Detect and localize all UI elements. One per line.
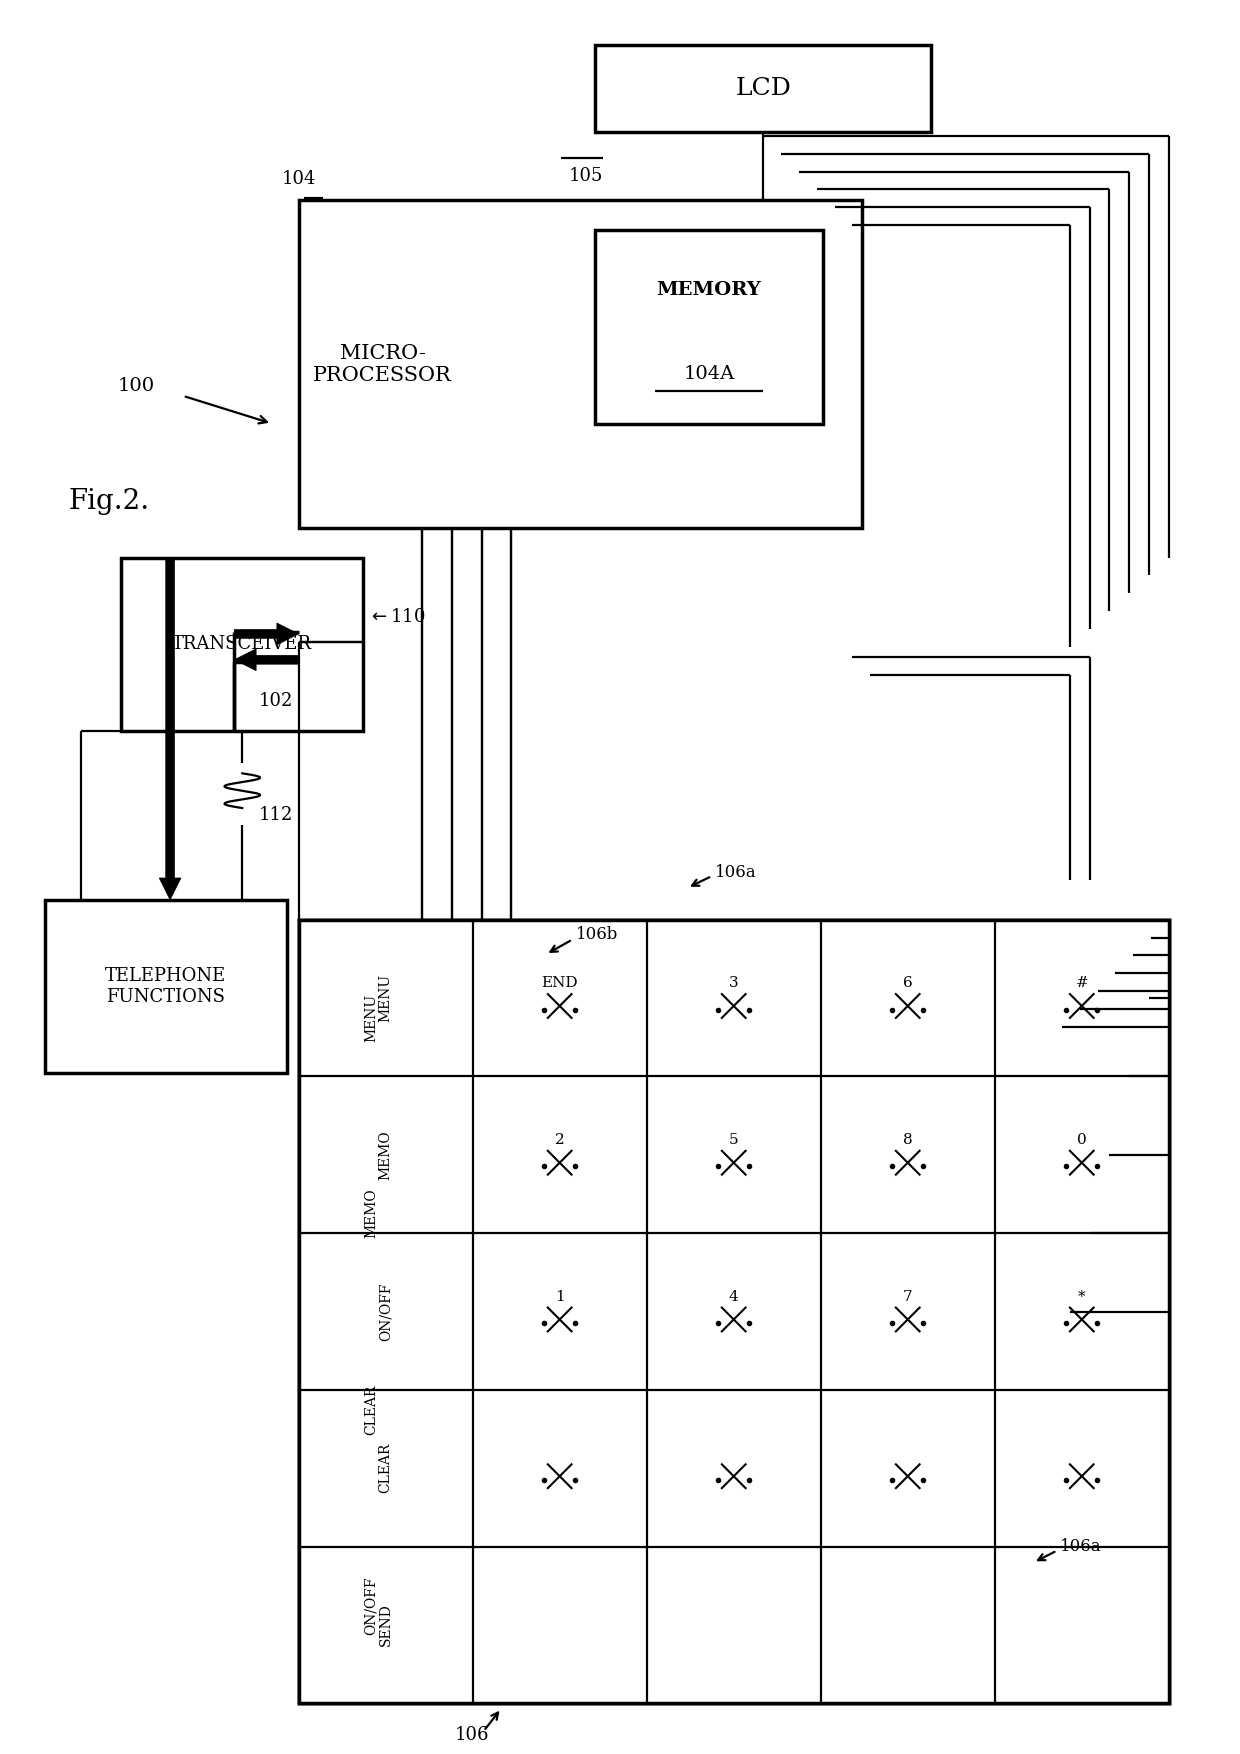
Bar	[120, 558, 363, 731]
Text: 106a: 106a	[715, 863, 756, 881]
Text: MICRO-
PROCESSOR: MICRO- PROCESSOR	[314, 344, 453, 384]
Text: 2: 2	[554, 1133, 564, 1147]
Text: CLEAR: CLEAR	[365, 1384, 378, 1435]
Bar	[299, 200, 862, 528]
Text: 102: 102	[259, 693, 294, 710]
Text: 104A: 104A	[683, 365, 734, 382]
Text: 100: 100	[118, 377, 155, 395]
Text: TELEPHONE
FUNCTIONS: TELEPHONE FUNCTIONS	[105, 966, 226, 1007]
Bar	[299, 919, 1169, 1703]
Text: MENU: MENU	[365, 993, 378, 1042]
Text: *: *	[1078, 1289, 1085, 1303]
Text: 112: 112	[259, 807, 294, 824]
Text: 106a: 106a	[1060, 1538, 1101, 1556]
Text: 6: 6	[903, 977, 913, 991]
Text: 1: 1	[554, 1289, 564, 1303]
Text: 0: 0	[1076, 1133, 1086, 1147]
Polygon shape	[159, 558, 181, 900]
Polygon shape	[234, 649, 299, 670]
Text: TRANSCEIVER: TRANSCEIVER	[172, 635, 311, 652]
Text: $\leftarrow$110: $\leftarrow$110	[368, 609, 425, 626]
Text: MEMO: MEMO	[365, 1189, 378, 1238]
Bar	[595, 230, 822, 424]
Text: 104: 104	[281, 170, 316, 188]
Text: 4: 4	[729, 1289, 739, 1303]
Text: MENU: MENU	[378, 973, 393, 1023]
Text: END: END	[542, 977, 578, 991]
Text: ON/OFF: ON/OFF	[378, 1282, 393, 1340]
Text: LCD: LCD	[735, 77, 791, 100]
Bar	[299, 919, 1169, 1703]
Polygon shape	[234, 623, 299, 645]
Text: MEMO: MEMO	[378, 1130, 393, 1180]
Text: 7: 7	[903, 1289, 913, 1303]
Bar	[595, 44, 931, 132]
Text: 106b: 106b	[575, 926, 618, 944]
Text: #: #	[1075, 977, 1089, 991]
Text: CLEAR: CLEAR	[378, 1444, 393, 1493]
Text: 5: 5	[729, 1133, 739, 1147]
Text: Fig.2.: Fig.2.	[68, 488, 149, 516]
Text: 106: 106	[454, 1726, 489, 1743]
Text: 3: 3	[729, 977, 739, 991]
Bar	[299, 919, 1169, 1703]
Text: SEND: SEND	[378, 1603, 393, 1647]
Text: MEMORY: MEMORY	[657, 281, 761, 298]
Text: 8: 8	[903, 1133, 913, 1147]
Text: 105: 105	[569, 167, 603, 184]
Text: ON/OFF: ON/OFF	[365, 1577, 378, 1635]
Bar	[45, 900, 286, 1073]
